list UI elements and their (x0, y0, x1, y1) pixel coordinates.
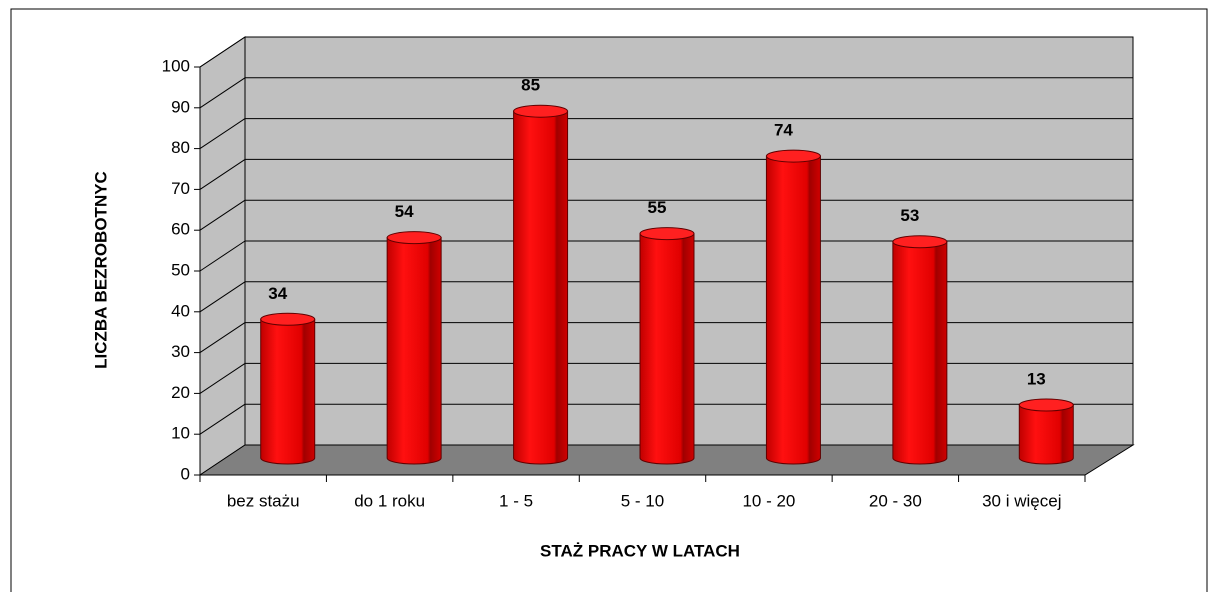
y-tick-label: 100 (162, 56, 190, 75)
x-tick-label: 20 - 30 (869, 491, 922, 510)
bar (260, 318, 316, 465)
y-tick-label: 10 (171, 424, 190, 443)
y-axis-title: LICZBA BEZROBOTNYC (91, 171, 110, 369)
grid-line (199, 36, 246, 68)
x-tick-label: bez stażu (227, 491, 300, 510)
grid-line (199, 158, 246, 190)
bar (1018, 404, 1074, 465)
value-label: 74 (774, 121, 793, 140)
value-label: 54 (395, 202, 414, 221)
bar-top (513, 104, 569, 118)
value-label: 53 (900, 206, 919, 225)
x-axis-title: STAŻ PRACY W LATACH (540, 541, 740, 560)
x-tick-label: 30 i więcej (982, 491, 1061, 510)
y-tick-label: 0 (181, 464, 190, 483)
grid-line (199, 118, 246, 150)
y-tick-label: 50 (171, 260, 190, 279)
y-tick-label: 90 (171, 97, 190, 116)
grid-line (199, 403, 246, 435)
bar-top (260, 312, 316, 326)
bar-top (386, 231, 442, 245)
y-tick-label: 60 (171, 220, 190, 239)
y-tick-label: 30 (171, 342, 190, 361)
grid-line (199, 77, 246, 109)
x-tick-label: 10 - 20 (742, 491, 795, 510)
bar-top (892, 235, 948, 249)
bar-top (1018, 398, 1074, 412)
bar (386, 237, 442, 465)
value-label: 34 (268, 284, 287, 303)
grid-line (199, 362, 246, 394)
grid-line (199, 240, 246, 272)
y-tick-label: 20 (171, 383, 190, 402)
bar-top (765, 149, 821, 163)
grid-line (199, 322, 246, 354)
x-tick-label: 1 - 5 (499, 491, 533, 510)
bar (892, 241, 948, 465)
bar (639, 233, 695, 465)
x-tick-label: do 1 roku (354, 491, 425, 510)
value-label: 85 (521, 76, 540, 95)
value-label: 13 (1027, 369, 1046, 388)
y-tick-label: 70 (171, 179, 190, 198)
grid-line (199, 199, 246, 231)
y-tick-label: 40 (171, 301, 190, 320)
y-tick-label: 80 (171, 138, 190, 157)
bar-top (639, 227, 695, 241)
x-tick-label: 5 - 10 (621, 491, 664, 510)
value-label: 55 (648, 198, 667, 217)
bar (513, 110, 569, 465)
bar (765, 155, 821, 465)
grid-line (199, 281, 246, 313)
